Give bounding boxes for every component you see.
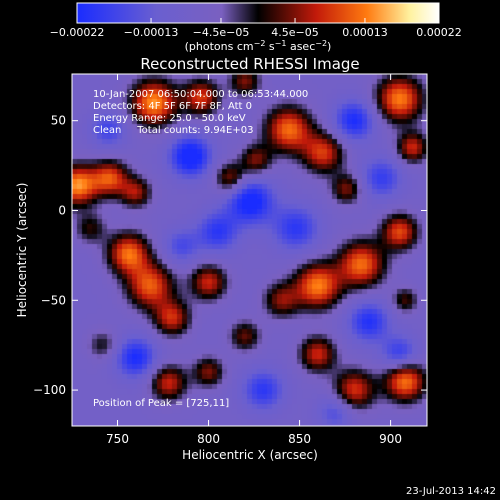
date-stamp: 23-Jul-2013 14:42	[406, 486, 496, 497]
y-tick-label: −50	[41, 293, 66, 307]
colorbar-tick-label: −0.00013	[124, 26, 179, 39]
colorbar-tick-label: −0.00022	[50, 26, 105, 39]
x-axis-label: Heliocentric X (arcsec)	[182, 448, 318, 462]
x-axis-ticks: 750 800 850 900	[106, 74, 402, 446]
y-tick-label: −100	[33, 383, 66, 397]
info-line-energy: Energy Range: 25.0 - 50.0 keV	[93, 113, 246, 124]
colorbar-tick-label: −4.5e−05	[193, 26, 250, 39]
info-line-time: 10-Jan-2007 06:50:04.000 to 06:53:44.000	[93, 89, 308, 100]
colorbar-tick-label: 0.00013	[342, 26, 388, 39]
y-tick-label: 0	[58, 203, 66, 217]
x-tick-label: 900	[379, 432, 402, 446]
y-axis-label: Heliocentric Y (arcsec)	[15, 183, 29, 318]
colorbar-ticks: −0.00022 −0.00013 −4.5e−05 4.5e−05 0.00013 0.…	[50, 18, 462, 39]
plot-frame	[71, 73, 428, 427]
y-axis-ticks: 50 0 −50 −100	[33, 114, 427, 397]
colorbar: −0.00022 −0.00013 −4.5e−05 4.5e−05 0.00013 0.…	[50, 2, 462, 53]
peak-position-label: Position of Peak = [725,11]	[93, 398, 229, 409]
info-line-clean: Clean Total counts: 9.94E+03	[93, 125, 253, 136]
colorbar-unit-label: (photons cm−2 s−1 asec−2)	[185, 39, 332, 53]
chart-title: Reconstructed RHESSI Image	[140, 55, 359, 73]
x-tick-label: 750	[106, 432, 129, 446]
info-block: 10-Jan-2007 06:50:04.000 to 06:53:44.000…	[93, 89, 308, 409]
colorbar-strip	[76, 2, 440, 24]
x-tick-label: 850	[288, 432, 311, 446]
x-tick-label: 800	[197, 432, 220, 446]
colorbar-tick-label: 0.00022	[416, 26, 462, 39]
y-tick-label: 50	[51, 114, 66, 128]
colorbar-tick-label: 4.5e−05	[271, 26, 318, 39]
info-line-detectors: Detectors: 4F 5F 6F 7F 8F, Att 0	[93, 101, 252, 112]
